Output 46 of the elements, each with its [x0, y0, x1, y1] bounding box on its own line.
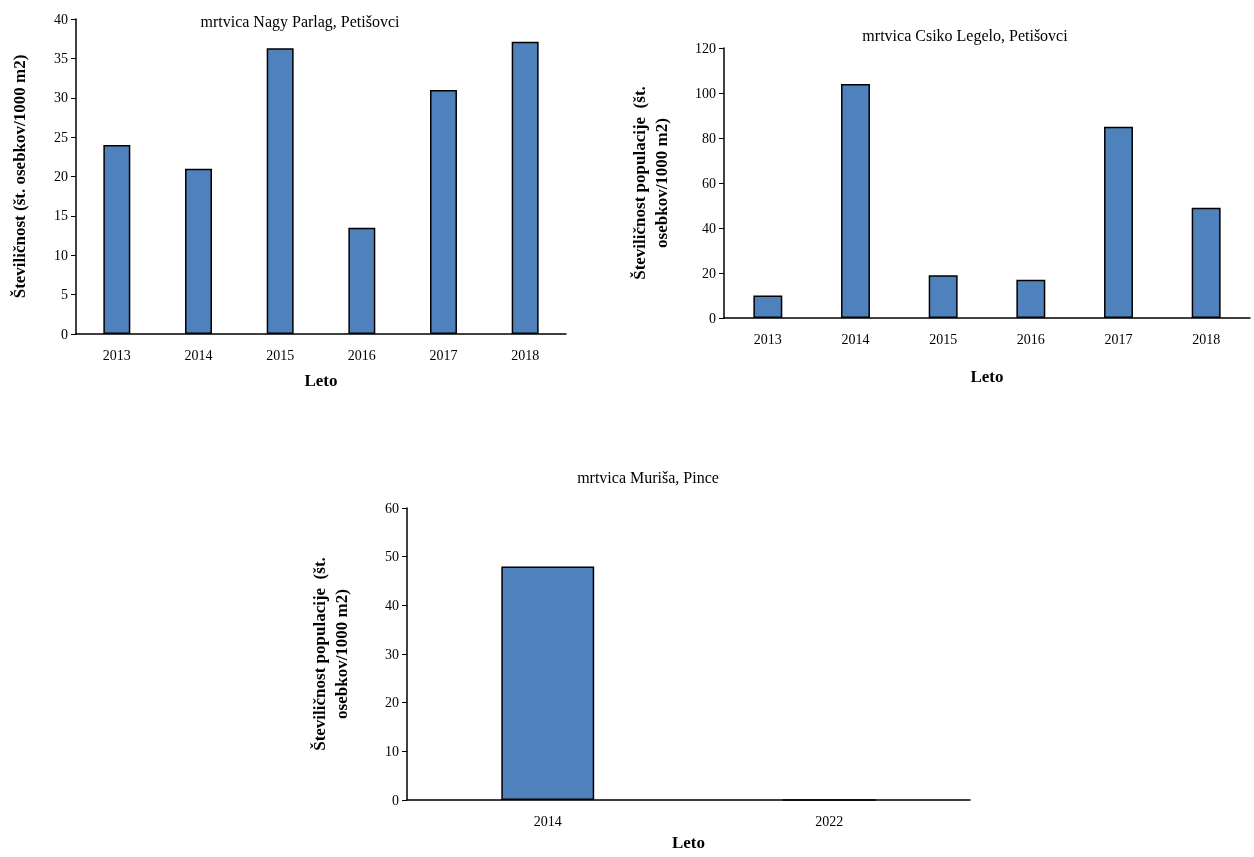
y-axis-title: Številičnost (št. osebkov/1000 m2) [9, 54, 29, 299]
y-tick-label: 80 [702, 130, 716, 146]
y-tick-label: 30 [385, 646, 399, 662]
y-tick-label: 40 [385, 597, 399, 613]
y-tick-label: 10 [385, 743, 399, 759]
x-tick-label: 2013 [753, 331, 782, 347]
x-axis-title: Leto [970, 367, 1004, 386]
y-tick-label: 10 [54, 247, 68, 263]
y-tick-label: 120 [695, 40, 716, 56]
chart-title: mrtvica Muriša, Pince [577, 468, 719, 486]
y-tick-label: 35 [54, 50, 68, 66]
y-tick-label: 60 [702, 175, 716, 191]
x-tick-label: 2018 [511, 347, 540, 363]
y-tick-label: 20 [385, 695, 399, 711]
y-axis-title: Številičnost populacije (št. osebkov/1000 m2) [629, 86, 671, 280]
y-tick-label: 5 [61, 287, 68, 303]
y-tick-label: 15 [54, 208, 68, 224]
y-tick-label: 20 [54, 169, 68, 184]
y-tick-label: 30 [54, 90, 68, 106]
y-tick-label: 40 [702, 220, 716, 236]
x-axis-title: Leto [304, 371, 338, 390]
x-tick-label: 2014 [841, 331, 870, 347]
x-tick-label: 2016 [1016, 331, 1045, 347]
y-tick-label: 25 [54, 129, 68, 145]
x-tick-label: 2017 [1104, 331, 1133, 347]
y-tick-label: 60 [385, 500, 399, 516]
y-tick-label: 0 [61, 326, 68, 342]
y-tick-label: 40 [54, 11, 68, 27]
x-tick-label: 2015 [266, 347, 295, 363]
chart-title: mrtvica Nagy Parlag, Petišovci [200, 12, 401, 31]
y-tick-label: 0 [709, 310, 716, 326]
x-tick-label: 2017 [429, 347, 458, 363]
x-tick-label: 2013 [102, 347, 131, 363]
y-tick-label: 20 [702, 265, 716, 281]
x-tick-label: 2018 [1192, 331, 1221, 347]
x-axis-title: Leto [671, 833, 706, 852]
x-tick-label: 2016 [347, 347, 376, 363]
x-tick-label: 2014 [184, 347, 213, 363]
chart-title: mrtvica Csiko Legelo, Petišovci [862, 26, 1069, 45]
x-tick-label: 2014 [533, 813, 562, 829]
y-tick-label: 100 [695, 85, 716, 101]
y-tick-label: 50 [385, 549, 399, 565]
y-axis-title: Številičnost populacije (št. osebkov/1000 m2) [309, 557, 351, 751]
x-tick-label: 2015 [929, 331, 958, 347]
y-tick-label: 0 [392, 792, 399, 808]
x-tick-label: 2022 [815, 813, 844, 829]
